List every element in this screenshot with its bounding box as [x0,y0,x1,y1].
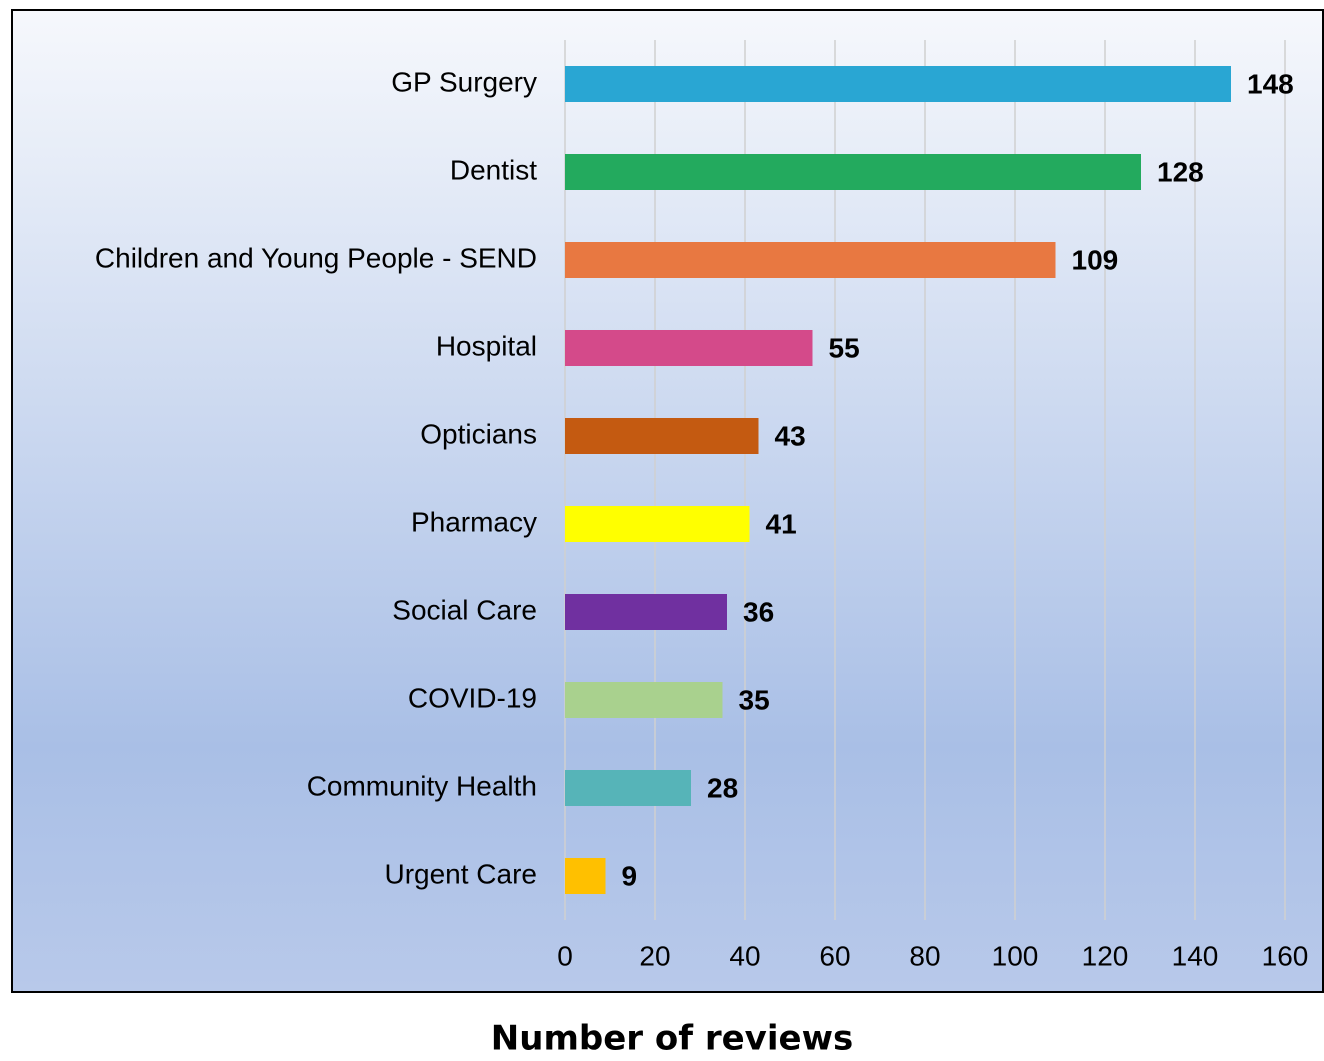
y-tick-label: COVID-19 [408,682,537,713]
y-tick-label: Pharmacy [411,506,537,537]
bar [565,330,813,366]
bar [565,154,1141,190]
bar [565,594,727,630]
x-tick-label: 100 [992,940,1039,971]
bar [565,770,691,806]
value-label: 109 [1072,244,1119,275]
x-tick-label: 40 [729,940,760,971]
x-axis-title: Number of reviews [491,1019,853,1057]
value-label: 35 [739,684,770,715]
y-tick-label: Dentist [450,154,537,185]
y-tick-label: Opticians [420,418,537,449]
x-tick-label: 20 [639,940,670,971]
x-tick-label: 80 [909,940,940,971]
y-tick-label: Social Care [392,594,537,625]
value-label: 41 [766,508,797,539]
value-label: 28 [707,772,738,803]
x-tick-label: 0 [557,940,573,971]
x-tick-label: 160 [1262,940,1309,971]
value-label: 55 [829,332,860,363]
y-tick-label: Children and Young People - SEND [95,242,537,273]
y-tick-label: Urgent Care [384,858,537,889]
value-label: 148 [1247,68,1294,99]
x-tick-label: 60 [819,940,850,971]
value-label: 128 [1157,156,1204,187]
value-label: 9 [622,860,638,891]
bar [565,682,723,718]
bar [565,242,1056,278]
bar [565,506,750,542]
x-tick-label: 120 [1082,940,1129,971]
y-tick-label: GP Surgery [391,66,537,97]
y-tick-label: Hospital [436,330,537,361]
bar [565,858,606,894]
x-tick-label: 140 [1172,940,1219,971]
value-label: 36 [743,596,774,627]
bar [565,66,1231,102]
bar [565,418,759,454]
value-label: 43 [775,420,806,451]
y-tick-label: Community Health [307,770,537,801]
